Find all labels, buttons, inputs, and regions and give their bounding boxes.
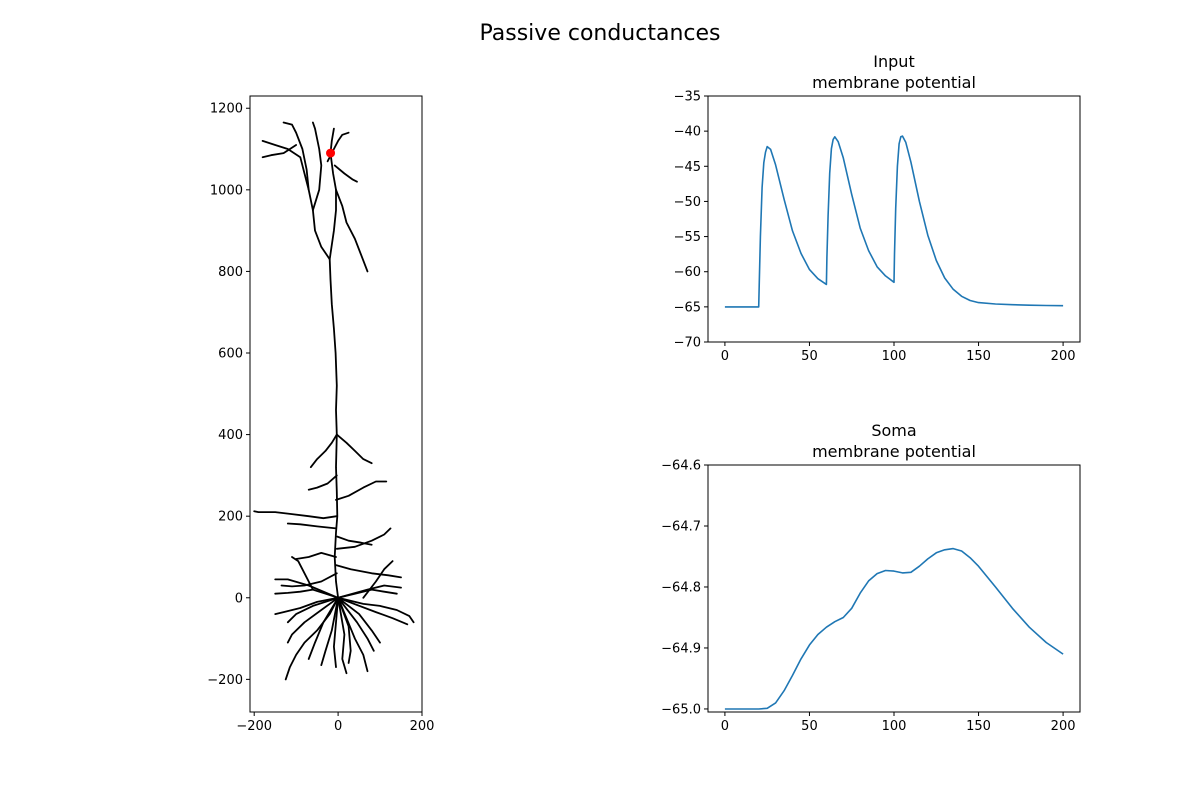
dendrite-segment xyxy=(284,596,340,681)
dendrite-segment xyxy=(337,596,409,626)
dendrite-segment xyxy=(274,578,340,599)
dendrite-segment xyxy=(291,556,314,591)
dendrite-segment xyxy=(335,433,373,465)
x-tick-label: −200 xyxy=(236,719,272,734)
y-tick-label: 400 xyxy=(218,428,243,443)
figure-title: Passive conductances xyxy=(480,21,721,46)
y-tick-label: −64.6 xyxy=(661,459,701,474)
dendrite-segment xyxy=(337,596,348,675)
dendrite-segment xyxy=(335,564,402,579)
axes-title: Soma xyxy=(871,421,916,440)
x-tick-label: 150 xyxy=(966,719,991,734)
dendrite-segment xyxy=(333,164,358,183)
dendrite-segment xyxy=(307,474,338,491)
dendrite-segment xyxy=(337,596,352,664)
y-tick-label: −60 xyxy=(674,265,701,280)
soma-membrane-potential-axes: 0 50 100 150 200 −65.0 −64.9 −64.8 −64.7 −64.6 Som… xyxy=(661,421,1081,734)
x-tick-label: 200 xyxy=(1051,349,1076,364)
y-tick-label: −64.8 xyxy=(661,580,701,595)
dendrite-segment xyxy=(286,596,340,624)
dendrite-segment xyxy=(311,121,323,212)
x-tick-label: 150 xyxy=(966,349,991,364)
x-tick-label: 100 xyxy=(882,719,907,734)
x-tick-label: 0 xyxy=(721,349,729,364)
y-tick-label: −55 xyxy=(674,230,701,245)
dendrite-segment xyxy=(335,188,369,273)
data-layer xyxy=(724,135,1064,308)
dendrite-segment xyxy=(261,144,298,159)
x-tick-label: 200 xyxy=(1051,719,1076,734)
dendrite-segment xyxy=(309,433,338,469)
dendrite-segment xyxy=(282,121,310,191)
x-tick-label: 100 xyxy=(882,349,907,364)
dendrite-segment xyxy=(286,522,337,530)
y-tick-label: 1200 xyxy=(210,102,243,117)
x-tick-label: 50 xyxy=(801,349,818,364)
dendrite-segment xyxy=(286,596,340,644)
y-tick-label: 800 xyxy=(218,265,243,280)
axes-title: membrane potential xyxy=(812,442,976,461)
x-tick-label: 0 xyxy=(334,719,342,734)
dendrite-segment xyxy=(337,584,402,599)
y-tick-label: −45 xyxy=(674,160,701,175)
y-tick-label: −64.9 xyxy=(661,641,701,656)
y-tick-label: −200 xyxy=(207,673,243,688)
y-tick-label: −65.0 xyxy=(661,702,701,717)
dendrite-segment xyxy=(336,535,373,546)
dendrite-segment xyxy=(337,596,375,652)
dendrite-segment xyxy=(253,510,338,520)
data-layer xyxy=(253,121,415,681)
dendrite-segment xyxy=(274,588,340,599)
dendrite-segment xyxy=(332,596,340,668)
x-tick-label: 0 xyxy=(721,719,729,734)
dendrite-segment xyxy=(280,572,338,588)
dendrite-segment xyxy=(261,139,331,261)
x-tick-label: 50 xyxy=(801,719,818,734)
data-layer xyxy=(724,547,1064,710)
dendrite-segment xyxy=(307,596,340,660)
y-tick-label: −35 xyxy=(674,90,701,105)
series-line xyxy=(724,135,1064,308)
axes-frame xyxy=(249,95,423,713)
dendrite-segment xyxy=(335,480,388,501)
dendrite-segment xyxy=(335,527,392,550)
axes-title: membrane potential xyxy=(812,73,976,92)
dendrite-segment xyxy=(337,596,415,624)
y-tick-label: −64.7 xyxy=(661,519,701,534)
axes-title: Input xyxy=(873,52,914,71)
y-tick-label: −50 xyxy=(674,195,701,210)
input-location-marker xyxy=(326,148,336,158)
neuron-morphology-axes: −200 0 200 −200 0 200 400 600 800 1000 1200 xyxy=(207,95,435,734)
dendrite-segment xyxy=(274,596,340,615)
dendrite-segment xyxy=(337,596,381,644)
axes-frame xyxy=(707,464,1081,713)
y-tick-label: 1000 xyxy=(210,183,243,198)
input-membrane-potential-axes: 0 50 100 150 200 −70 −65 −60 −55 −50 −45 −40 −35 Inpu… xyxy=(674,52,1081,364)
y-tick-label: −40 xyxy=(674,125,701,140)
y-tick-label: −65 xyxy=(674,300,701,315)
y-tick-label: 200 xyxy=(218,510,243,525)
dendrite-segment xyxy=(362,560,394,599)
dendrite-segment xyxy=(295,552,337,560)
y-tick-label: 600 xyxy=(218,347,243,362)
y-tick-label: 0 xyxy=(235,591,243,606)
series-line xyxy=(724,547,1064,710)
dendrite-segment xyxy=(328,127,340,599)
x-tick-label: 200 xyxy=(410,719,435,734)
y-tick-label: −70 xyxy=(674,336,701,351)
dendrite-segment xyxy=(320,596,340,666)
